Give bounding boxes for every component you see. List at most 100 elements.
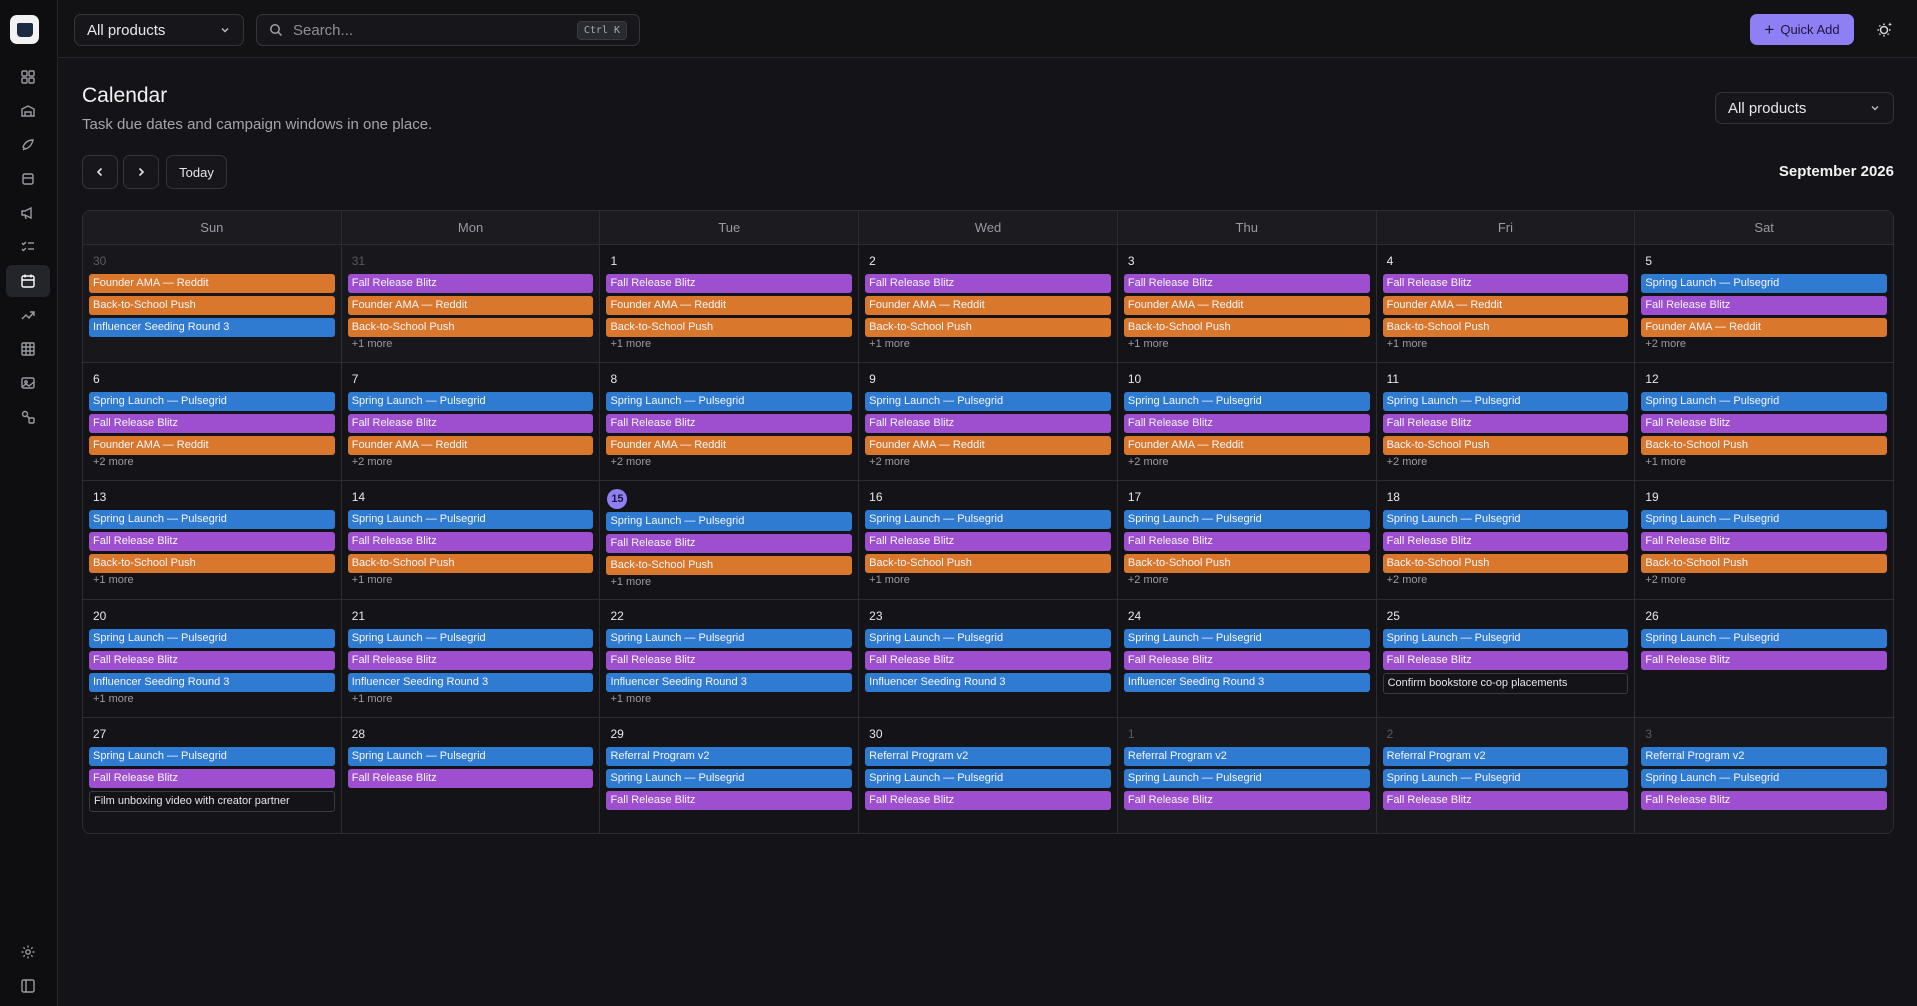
campaign-event[interactable]: Fall Release Blitz [1123, 414, 1370, 434]
calendar-day[interactable]: 7 Spring Launch — Pulsegrid Fall Release B… [342, 363, 601, 481]
calendar-day[interactable]: 24 Spring Launch — Pulsegrid Fall Release … [1118, 599, 1377, 717]
campaign-event[interactable]: Fall Release Blitz [1123, 532, 1370, 552]
campaign-event[interactable]: Back-to-School Push [1382, 436, 1629, 456]
campaign-event[interactable]: Spring Launch — Pulsegrid [606, 512, 853, 532]
sidebar-item-integrations[interactable] [6, 401, 50, 433]
campaign-event[interactable]: Back-to-School Push [865, 318, 1111, 337]
campaign-event[interactable]: Spring Launch — Pulsegrid [347, 510, 594, 530]
sidebar-item-campaigns[interactable] [6, 129, 50, 161]
campaign-event[interactable]: Influencer Seeding Round 3 [606, 672, 853, 692]
campaign-event[interactable]: Spring Launch — Pulsegrid [865, 510, 1111, 530]
search-input[interactable]: Search... Ctrl K [256, 14, 640, 46]
theme-toggle-button[interactable] [1875, 19, 1895, 39]
campaign-event[interactable]: Spring Launch — Pulsegrid [89, 746, 335, 766]
campaign-event[interactable]: Spring Launch — Pulsegrid [347, 392, 594, 412]
campaign-event[interactable]: Fall Release Blitz [89, 768, 335, 788]
calendar-day[interactable]: 11 Spring Launch — Pulsegrid Fall Release … [1377, 363, 1636, 481]
campaign-event[interactable]: Fall Release Blitz [1123, 790, 1370, 810]
campaign-event[interactable]: Referral Program v2 [1641, 746, 1888, 766]
campaign-event[interactable]: Spring Launch — Pulsegrid [1382, 510, 1629, 530]
campaign-event[interactable]: Back-to-School Push [606, 556, 853, 576]
campaign-event[interactable]: Fall Release Blitz [347, 532, 594, 552]
campaign-event[interactable]: Spring Launch — Pulsegrid [606, 392, 853, 412]
campaign-event[interactable]: Fall Release Blitz [606, 274, 853, 293]
calendar-day[interactable]: 8 Spring Launch — Pulsegrid Fall Release B… [600, 363, 860, 481]
sidebar-item-grid[interactable] [6, 333, 50, 365]
calendar-day[interactable]: 16 Spring Launch — Pulsegrid Fall Release … [859, 481, 1118, 599]
campaign-event[interactable]: Spring Launch — Pulsegrid [1641, 510, 1888, 530]
campaign-event[interactable]: Fall Release Blitz [347, 274, 594, 293]
campaign-event[interactable]: Fall Release Blitz [1641, 296, 1888, 315]
campaign-event[interactable]: Fall Release Blitz [89, 532, 335, 552]
campaign-event[interactable]: Fall Release Blitz [89, 650, 335, 670]
calendar-day[interactable]: 21 Spring Launch — Pulsegrid Fall Release … [342, 599, 601, 717]
campaign-event[interactable]: Referral Program v2 [1123, 746, 1370, 766]
campaign-event[interactable]: Spring Launch — Pulsegrid [89, 392, 335, 412]
campaign-event[interactable]: Spring Launch — Pulsegrid [1641, 274, 1888, 293]
campaign-event[interactable]: Influencer Seeding Round 3 [89, 672, 335, 692]
campaign-event[interactable]: Back-to-School Push [1641, 436, 1888, 456]
calendar-day[interactable]: 22 Spring Launch — Pulsegrid Fall Release … [600, 599, 860, 717]
calendar-day[interactable]: 19 Spring Launch — Pulsegrid Fall Release … [1635, 481, 1893, 598]
campaign-event[interactable]: Fall Release Blitz [1382, 650, 1629, 670]
more-events-link[interactable]: +2 more [1127, 574, 1169, 587]
calendar-day[interactable]: 25 Spring Launch — Pulsegrid Fall Release … [1377, 599, 1636, 717]
campaign-event[interactable]: Fall Release Blitz [865, 414, 1111, 434]
campaign-event[interactable]: Fall Release Blitz [865, 650, 1111, 670]
campaign-event[interactable]: Founder AMA — Reddit [89, 274, 335, 293]
more-events-link[interactable]: +1 more [869, 574, 910, 587]
sidebar-item-settings[interactable] [6, 936, 50, 968]
campaign-event[interactable]: Influencer Seeding Round 3 [1123, 672, 1370, 692]
campaign-event[interactable]: Referral Program v2 [1382, 746, 1629, 766]
more-events-link[interactable]: +1 more [1127, 338, 1169, 350]
campaign-event[interactable]: Back-to-School Push [347, 318, 594, 337]
more-events-link[interactable]: +2 more [351, 456, 393, 469]
calendar-day[interactable]: 23 Spring Launch — Pulsegrid Fall Release … [859, 599, 1118, 717]
more-events-link[interactable]: +2 more [869, 456, 910, 469]
calendar-day[interactable]: 12 Spring Launch — Pulsegrid Fall Release … [1635, 363, 1893, 480]
calendar-day[interactable]: 30 Founder AMA — Reddit Back-to-School Pus… [83, 245, 342, 363]
sidebar-item-products[interactable] [6, 163, 50, 195]
calendar-day[interactable]: 31 Fall Release Blitz Founder AMA — Reddit… [341, 245, 601, 363]
campaign-event[interactable]: Founder AMA — Reddit [865, 436, 1111, 456]
campaign-event[interactable]: Spring Launch — Pulsegrid [89, 628, 335, 648]
campaign-event[interactable]: Spring Launch — Pulsegrid [606, 628, 853, 648]
campaign-event[interactable]: Fall Release Blitz [1123, 274, 1370, 293]
calendar-day[interactable]: 2 Fall Release Blitz Founder AMA — Reddit B… [859, 245, 1118, 363]
campaign-event[interactable]: Referral Program v2 [606, 746, 853, 766]
campaign-event[interactable]: Fall Release Blitz [1382, 274, 1629, 293]
calendar-day[interactable]: 3 Referral Program v2 Spring Launch — Puls… [1635, 717, 1893, 833]
more-events-link[interactable]: +1 more [351, 338, 393, 350]
more-events-link[interactable]: +1 more [351, 574, 393, 587]
calendar-day[interactable]: 30 Referral Program v2 Spring Launch — Pul… [859, 717, 1118, 833]
more-events-link[interactable]: +1 more [610, 692, 652, 705]
campaign-event[interactable]: Fall Release Blitz [1641, 650, 1888, 670]
sidebar-item-inventory[interactable] [6, 95, 50, 127]
sidebar-item-media[interactable] [6, 367, 50, 399]
campaign-event[interactable]: Fall Release Blitz [606, 650, 853, 670]
campaign-event[interactable]: Spring Launch — Pulsegrid [1123, 510, 1370, 530]
sidebar-item-analytics[interactable] [6, 299, 50, 331]
calendar-day[interactable]: 29 Referral Program v2 Spring Launch — Pul… [600, 717, 860, 833]
campaign-event[interactable]: Spring Launch — Pulsegrid [1123, 628, 1370, 648]
campaign-event[interactable]: Back-to-School Push [89, 296, 335, 315]
campaign-event[interactable]: Fall Release Blitz [1382, 790, 1629, 810]
more-events-link[interactable]: +1 more [610, 338, 652, 350]
campaign-event[interactable]: Founder AMA — Reddit [1641, 318, 1888, 337]
more-events-link[interactable]: +2 more [1386, 574, 1428, 587]
campaign-event[interactable]: Spring Launch — Pulsegrid [1641, 768, 1888, 788]
today-button[interactable]: Today [166, 155, 227, 189]
campaign-event[interactable]: Back-to-School Push [89, 554, 335, 574]
more-events-link[interactable]: +1 more [351, 692, 393, 705]
calendar-day[interactable]: 2 Referral Program v2 Spring Launch — Puls… [1376, 717, 1636, 833]
calendar-day[interactable]: 20 Spring Launch — Pulsegrid Fall Release … [83, 599, 342, 717]
sidebar-item-dashboard[interactable] [6, 61, 50, 93]
more-events-link[interactable]: +1 more [93, 574, 134, 587]
more-events-link[interactable]: +1 more [869, 338, 910, 350]
campaign-event[interactable]: Fall Release Blitz [347, 414, 594, 434]
campaign-event[interactable]: Back-to-School Push [1123, 318, 1370, 337]
campaign-event[interactable]: Fall Release Blitz [606, 534, 853, 554]
campaign-event[interactable]: Spring Launch — Pulsegrid [1641, 628, 1888, 648]
more-events-link[interactable]: +2 more [610, 456, 652, 469]
campaign-event[interactable]: Spring Launch — Pulsegrid [1382, 628, 1629, 648]
